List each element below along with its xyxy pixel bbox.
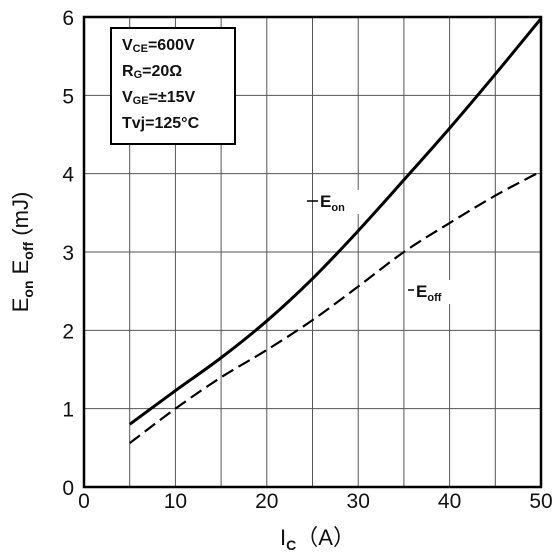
y-axis-label-unit: (mJ) [8,192,33,242]
y-axis-label-e1: E [8,298,33,313]
x-tick-label: 30 [347,490,370,513]
x-axis-label: IC（A） [280,525,355,553]
y-axis-label-e2: E [8,260,33,281]
series-label-text: Eoff [416,282,442,304]
x-axis-label-unit: （A） [296,525,355,550]
series-label-background [413,280,465,304]
series-curves [128,17,543,445]
y-tick-label: 1 [62,399,74,422]
x-tick-label: 10 [164,490,187,513]
y-axis-label: Eon Eoff (mJ) [8,192,36,313]
y-tick-label: 2 [62,320,74,343]
series-line-e-off [129,170,542,445]
x-tick-label: 40 [438,490,461,513]
x-tick-label: 0 [78,490,90,513]
condition-line: RG=20Ω [122,63,182,81]
y-tick-label: 4 [62,164,74,187]
series-line-e-on [128,17,543,426]
condition-line: VGE=±15V [122,89,196,107]
series-label-background [317,190,369,214]
y-axis-label-sub1: on [20,280,36,297]
y-tick-label: 0 [62,477,74,500]
condition-line: Tvj=125°C [122,115,200,132]
plot-frame [82,15,543,489]
y-tick-label: 5 [62,85,74,108]
tick-labels: 0 10 20 30 40 50 0 1 2 3 4 5 6 [62,7,552,513]
y-tick-label: 3 [62,242,74,265]
conditions-box-border [110,27,236,145]
x-axis-label-sub: C [286,537,296,553]
condition-line: VCE=600V [122,37,195,55]
x-axis-label-main: I [280,525,286,550]
conditions-box: VCE=600V RG=20Ω VGE=±15V Tvj=125°C [110,27,236,145]
x-tick-label: 20 [255,490,278,513]
y-axis-label-sub2: off [20,241,36,259]
series-label-text: Eon [320,192,345,214]
series-labels: Eon Eoff [307,190,465,304]
series-label-e-off: Eoff [408,280,465,304]
grid-lines [84,17,541,487]
x-tick-label: 50 [529,490,552,513]
y-tick-label: 6 [62,7,74,30]
series-label-e-on: Eon [307,190,369,214]
